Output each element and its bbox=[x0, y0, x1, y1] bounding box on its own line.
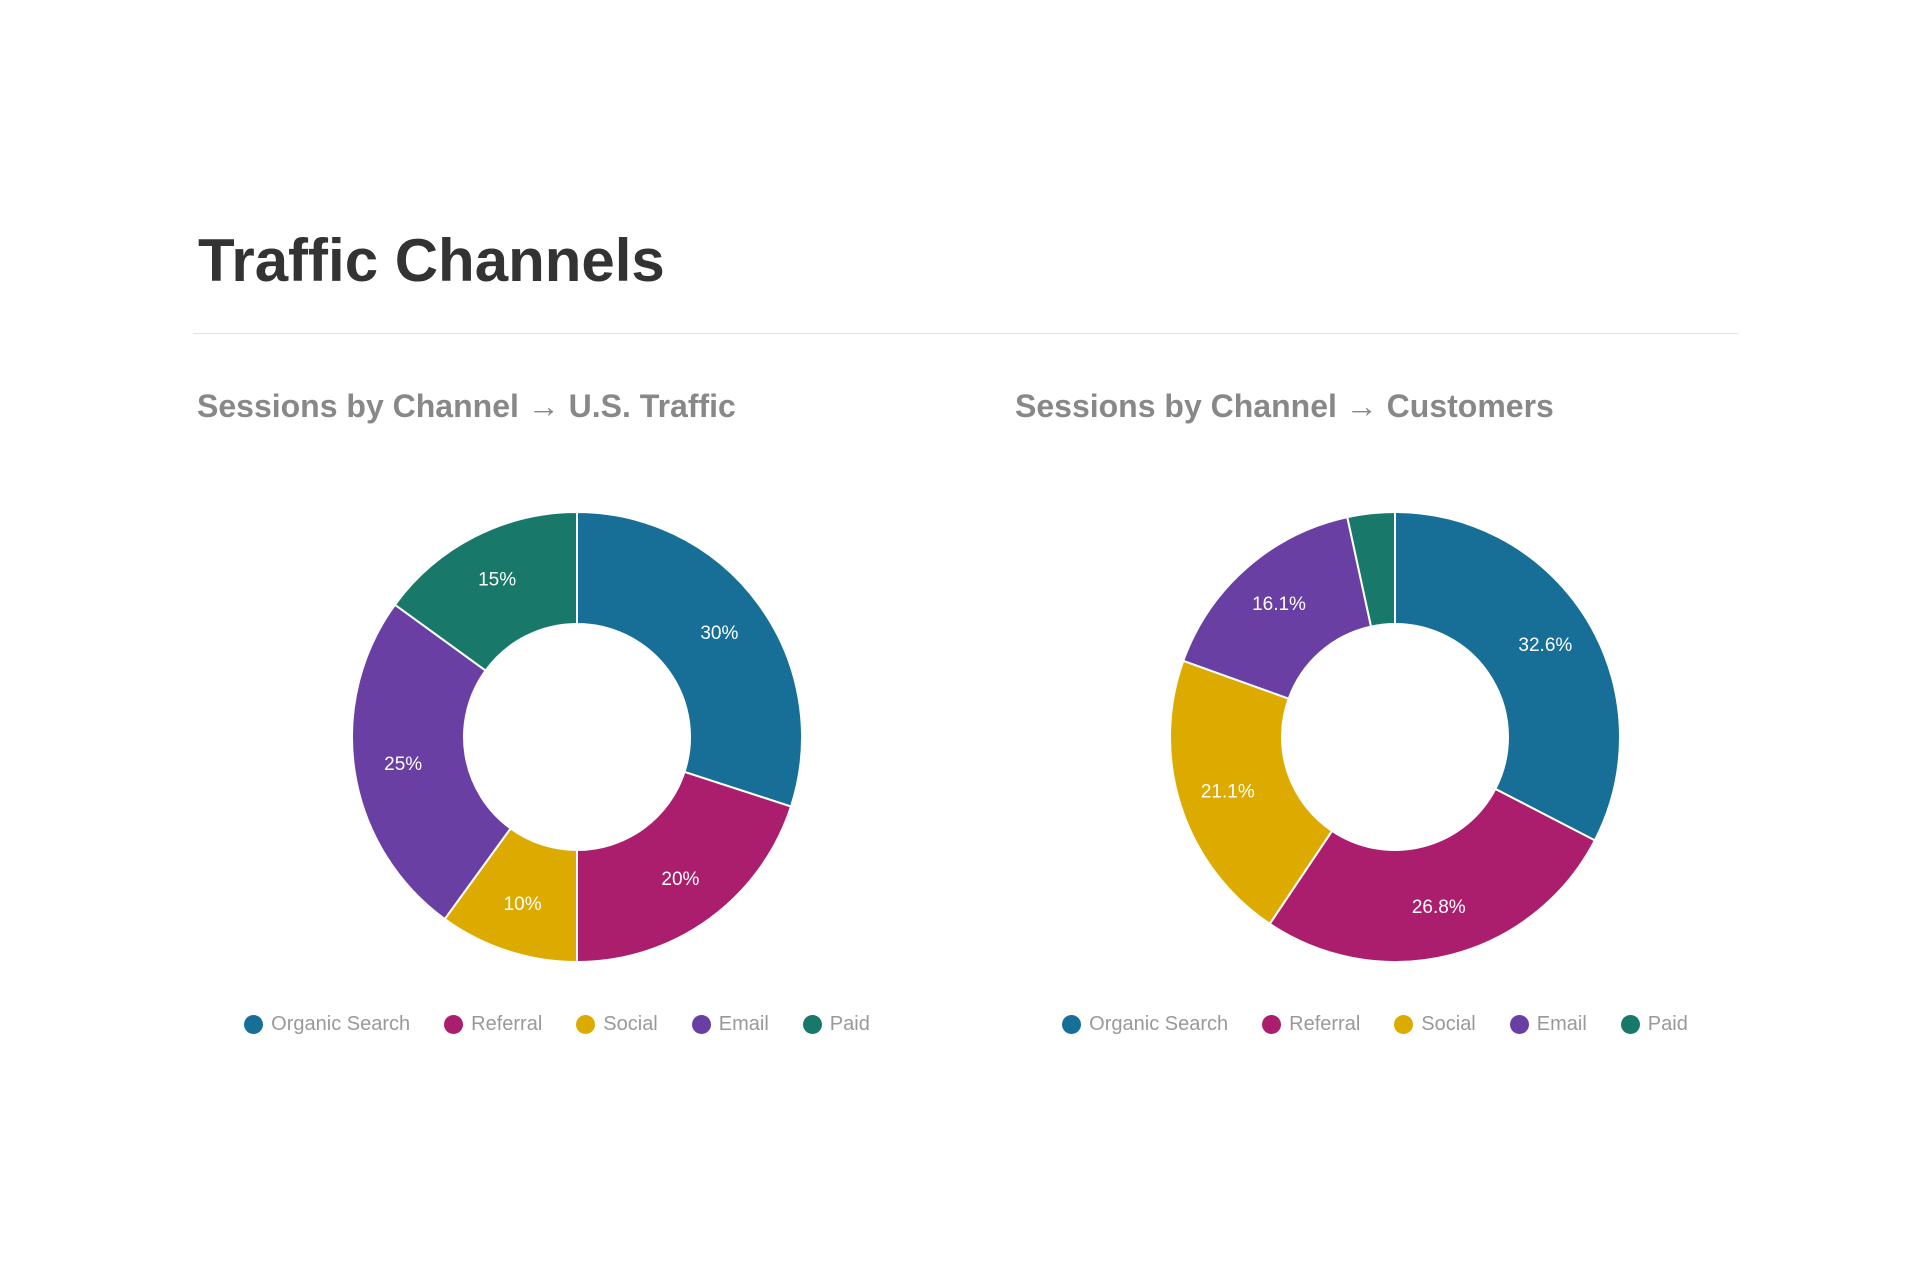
slice-label-referral: 26.8% bbox=[1412, 897, 1466, 918]
legend-swatch-referral bbox=[1262, 1015, 1282, 1034]
donut-slice-organic-search bbox=[1394, 510, 1621, 842]
legend-swatch-email bbox=[1509, 1015, 1529, 1034]
donut-slice-referral bbox=[576, 770, 793, 964]
legend-label-email: Email bbox=[1536, 1013, 1587, 1035]
chart-title-customers: Sessions by Channel → Customers bbox=[1015, 388, 1554, 424]
slice-label-organic-search: 32.6% bbox=[1518, 635, 1572, 656]
legend-swatch-paid bbox=[802, 1015, 822, 1034]
legend-swatch-organic-search bbox=[1062, 1015, 1082, 1034]
chart-title-us-traffic: Sessions by Channel → U.S. Traffic bbox=[197, 388, 736, 424]
slice-label-referral: 20% bbox=[661, 869, 699, 890]
legend-us-traffic: Organic Search Referral Social Email Paid bbox=[197, 1013, 917, 1036]
slice-label-social: 21.1% bbox=[1201, 781, 1255, 802]
slice-label-social: 10% bbox=[504, 894, 542, 915]
legend-swatch-social bbox=[576, 1015, 596, 1034]
slice-label-email: 25% bbox=[384, 754, 422, 775]
donut-slice-social bbox=[1169, 659, 1334, 926]
legend-label-social: Social bbox=[1421, 1013, 1476, 1035]
legend-item-paid: Paid bbox=[1620, 1013, 1688, 1036]
slice-label-paid: 15% bbox=[478, 570, 516, 591]
page-title: Traffic Channels bbox=[198, 227, 665, 294]
legend-label-paid: Paid bbox=[1647, 1013, 1688, 1035]
legend-label-organic-search: Organic Search bbox=[1089, 1013, 1229, 1035]
legend-label-paid: Paid bbox=[829, 1013, 870, 1035]
legend-item-social: Social bbox=[1394, 1013, 1476, 1036]
donut-slice-email bbox=[351, 603, 512, 921]
donut-slice-organic-search bbox=[576, 510, 803, 808]
donut-chart-customers: 32.6% 26.8% 21.1% 16.1% bbox=[1169, 510, 1621, 963]
donut-chart-us-traffic: 30% 20% 10% 25% 15% bbox=[351, 510, 803, 964]
legend-item-organic-search: Organic Search bbox=[1062, 1013, 1228, 1036]
legend-label-referral: Referral bbox=[471, 1013, 543, 1035]
legend-swatch-paid bbox=[1620, 1015, 1640, 1034]
chart-panel-us-traffic: Sessions by Channel → U.S. Traffic 30% 20… bbox=[197, 390, 917, 1070]
legend-item-organic-search: Organic Search bbox=[244, 1013, 410, 1036]
legend-item-paid: Paid bbox=[802, 1013, 870, 1036]
legend-item-social: Social bbox=[576, 1013, 658, 1036]
slice-label-email: 16.1% bbox=[1252, 594, 1306, 615]
legend-customers: Organic Search Referral Social Email Paid bbox=[1015, 1013, 1735, 1036]
legend-item-referral: Referral bbox=[444, 1013, 542, 1036]
legend-label-email: Email bbox=[718, 1013, 769, 1035]
legend-swatch-email bbox=[691, 1015, 711, 1034]
donut-slice-paid bbox=[1346, 510, 1396, 628]
legend-item-email: Email bbox=[1509, 1013, 1587, 1036]
legend-item-email: Email bbox=[691, 1013, 769, 1036]
legend-label-organic-search: Organic Search bbox=[271, 1013, 411, 1035]
legend-label-referral: Referral bbox=[1289, 1013, 1361, 1035]
donut-slice-email bbox=[1182, 515, 1373, 701]
chart-panel-customers: Sessions by Channel → Customers 32.6% 26.… bbox=[1015, 390, 1735, 1070]
title-divider bbox=[193, 333, 1738, 334]
legend-label-social: Social bbox=[603, 1013, 658, 1035]
donut-slice-paid bbox=[393, 510, 578, 672]
legend-swatch-social bbox=[1394, 1015, 1414, 1034]
donut-slice-referral bbox=[1268, 787, 1597, 963]
legend-item-referral: Referral bbox=[1262, 1013, 1360, 1036]
legend-swatch-referral bbox=[444, 1015, 464, 1034]
slice-label-organic-search: 30% bbox=[700, 623, 738, 644]
legend-swatch-organic-search bbox=[244, 1015, 264, 1034]
